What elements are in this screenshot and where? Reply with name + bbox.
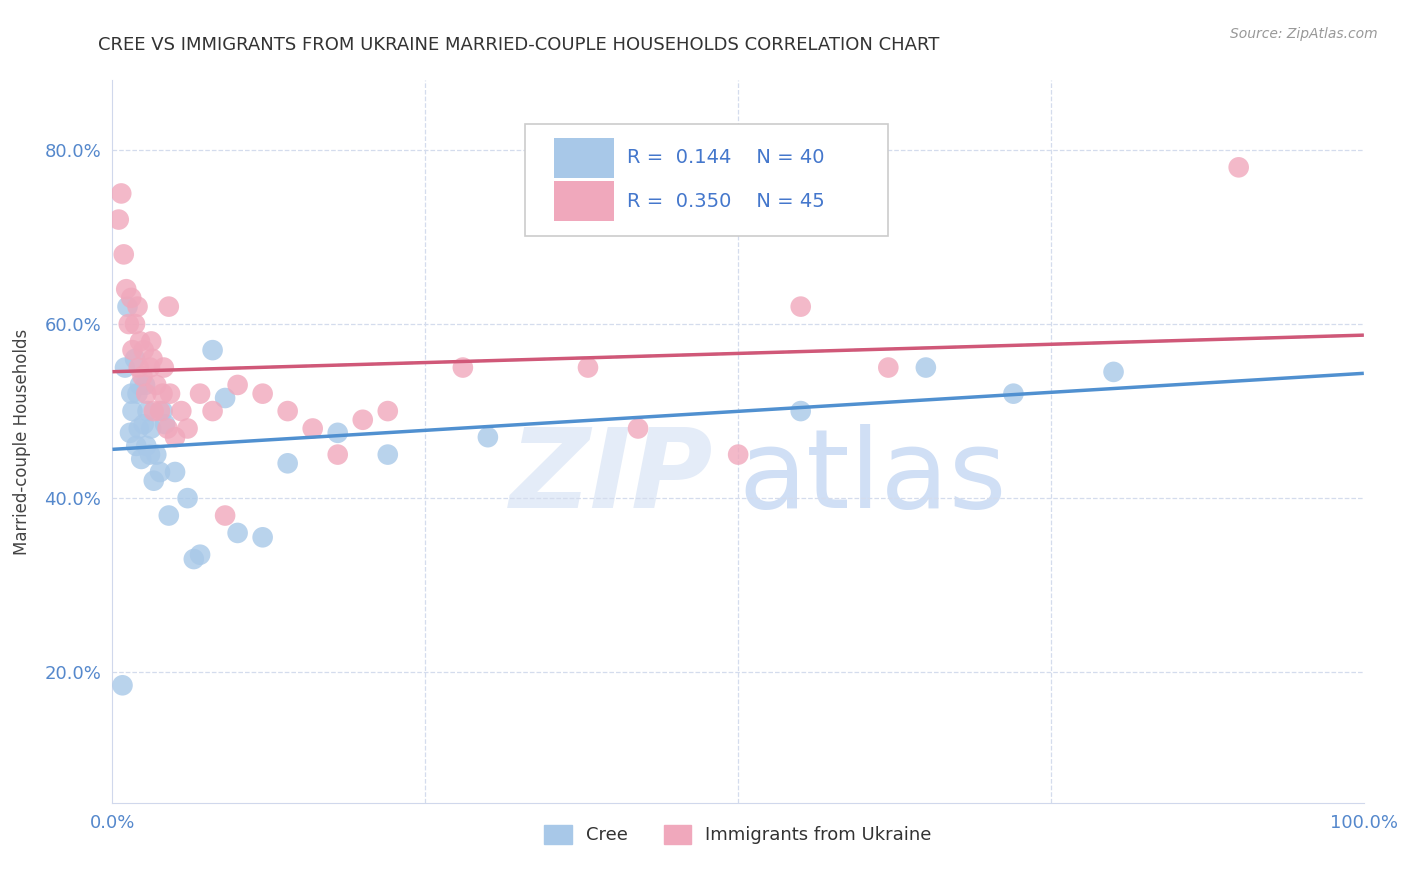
Point xyxy=(114,360,136,375)
Point xyxy=(141,334,163,349)
Legend: Cree, Immigrants from Ukraine: Cree, Immigrants from Ukraine xyxy=(537,818,939,852)
Point xyxy=(129,334,152,349)
Point xyxy=(145,448,167,462)
Y-axis label: Married-couple Households: Married-couple Households xyxy=(13,328,31,555)
Point xyxy=(127,386,149,401)
Point xyxy=(132,417,155,431)
Point xyxy=(1102,365,1125,379)
Point xyxy=(134,378,156,392)
Point xyxy=(157,300,180,314)
FancyBboxPatch shape xyxy=(554,138,614,178)
Point xyxy=(121,404,143,418)
Point xyxy=(135,439,157,453)
Point xyxy=(277,404,299,418)
Point xyxy=(142,404,165,418)
Point xyxy=(790,300,813,314)
Point xyxy=(326,448,349,462)
Text: ZIP: ZIP xyxy=(509,425,713,531)
Point xyxy=(214,391,236,405)
Point xyxy=(201,404,224,418)
FancyBboxPatch shape xyxy=(554,181,614,221)
Text: CREE VS IMMIGRANTS FROM UKRAINE MARRIED-COUPLE HOUSEHOLDS CORRELATION CHART: CREE VS IMMIGRANTS FROM UKRAINE MARRIED-… xyxy=(98,36,939,54)
Point xyxy=(120,291,142,305)
Point xyxy=(139,448,162,462)
Point xyxy=(252,386,274,401)
Point xyxy=(125,439,148,453)
Point xyxy=(159,386,181,401)
Point xyxy=(188,548,211,562)
Point xyxy=(226,525,249,540)
Point xyxy=(120,386,142,401)
Point xyxy=(118,317,141,331)
Point xyxy=(124,351,146,366)
Point xyxy=(1002,386,1025,401)
Point xyxy=(132,343,155,358)
Text: Source: ZipAtlas.com: Source: ZipAtlas.com xyxy=(1230,27,1378,41)
Text: atlas: atlas xyxy=(738,425,1007,531)
Point xyxy=(790,404,813,418)
Text: R =  0.144    N = 40: R = 0.144 N = 40 xyxy=(627,148,824,168)
Point xyxy=(129,452,152,467)
Point xyxy=(226,378,249,392)
Point xyxy=(111,678,134,692)
Point xyxy=(201,343,224,358)
Point xyxy=(129,378,152,392)
Point xyxy=(326,425,349,440)
Point xyxy=(139,360,162,375)
Point xyxy=(451,360,474,375)
Point xyxy=(157,508,180,523)
Point xyxy=(112,247,135,261)
Point xyxy=(252,530,274,544)
FancyBboxPatch shape xyxy=(526,124,889,235)
Point xyxy=(477,430,499,444)
Point xyxy=(128,421,150,435)
Point xyxy=(176,491,198,505)
Point xyxy=(877,360,900,375)
Point xyxy=(110,186,132,201)
Point xyxy=(377,448,399,462)
Point xyxy=(124,317,146,331)
Point xyxy=(152,404,174,418)
Point xyxy=(277,456,299,470)
Point xyxy=(301,421,323,435)
Point xyxy=(115,282,138,296)
Point xyxy=(352,413,374,427)
Point xyxy=(149,465,172,479)
Point xyxy=(141,421,163,435)
Point xyxy=(121,343,143,358)
Point xyxy=(141,351,163,366)
Point xyxy=(170,404,193,418)
Point xyxy=(163,465,186,479)
Point xyxy=(627,421,650,435)
Point xyxy=(183,552,205,566)
Point xyxy=(127,300,149,314)
Point xyxy=(152,386,174,401)
Point xyxy=(176,421,198,435)
Point xyxy=(107,212,129,227)
Point xyxy=(117,300,139,314)
Point xyxy=(118,425,141,440)
Point xyxy=(152,360,174,375)
Point xyxy=(156,421,179,435)
Point xyxy=(163,430,186,444)
Point xyxy=(153,417,176,431)
Point xyxy=(142,474,165,488)
Point xyxy=(727,448,749,462)
Point xyxy=(377,404,399,418)
Text: R =  0.350    N = 45: R = 0.350 N = 45 xyxy=(627,192,824,211)
Point xyxy=(149,404,172,418)
Point xyxy=(915,360,938,375)
Point xyxy=(188,386,211,401)
Point xyxy=(135,386,157,401)
Point xyxy=(145,378,167,392)
Point xyxy=(1227,161,1250,175)
Point xyxy=(136,404,159,418)
Point xyxy=(128,360,150,375)
Point xyxy=(576,360,599,375)
Point xyxy=(214,508,236,523)
Point xyxy=(131,369,153,384)
